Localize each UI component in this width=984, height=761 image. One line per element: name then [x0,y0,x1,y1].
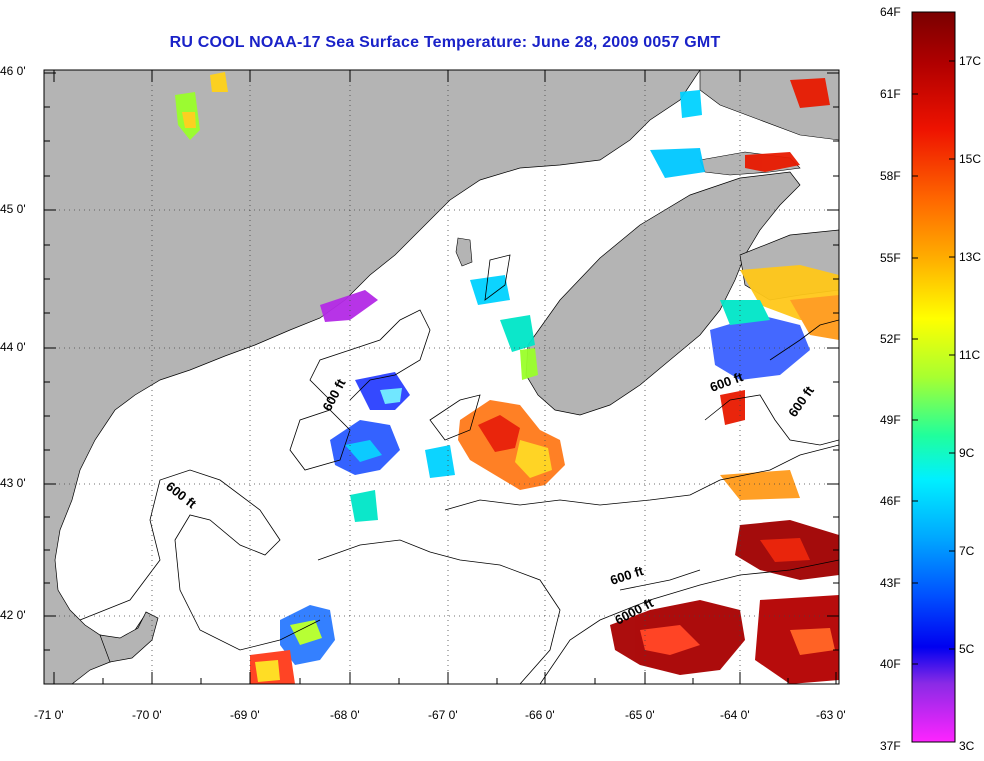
colorbar-f-label: 49F [880,413,901,427]
colorbar-c-label: 3C [959,739,975,753]
lat-label: 44 0' [0,340,26,354]
cape-cod [99,611,159,663]
colorbar-f-label: 52F [880,332,901,346]
colorbar-f-label: 43F [880,576,901,590]
colorbar-f-label: 55F [880,251,901,265]
lon-label: -64 0' [720,708,750,722]
lon-label: -69 0' [230,708,260,722]
colorbar-c-label: 9C [959,446,975,460]
colorbar-f-label: 64F [880,5,901,19]
grand-manan [455,237,473,267]
lon-label: -66 0' [525,708,555,722]
lon-label: -67 0' [428,708,458,722]
colorbar-c-label: 5C [959,642,975,656]
lon-label: -63 0' [816,708,846,722]
depth-contours [79,254,839,684]
lon-label: -70 0' [132,708,162,722]
lat-label: 46 0' [0,64,26,78]
colorbar-f-label: 46F [880,494,901,508]
colorbar-c-label: 17C [959,54,982,68]
axis-ticks [44,70,839,684]
lat-label: 43 0' [0,476,26,490]
colorbar-c-label: 11C [959,348,981,362]
lon-label: -71 0' [34,708,64,722]
lat-label: 42 0' [0,608,26,622]
map-frame [43,69,840,685]
colorbar-f-label: 58F [880,169,901,183]
colorbar-c-label: 7C [959,544,975,558]
colorbar-f-label: 61F [880,87,901,101]
map-title: RU COOL NOAA-17 Sea Surface Temperature:… [169,34,721,51]
colorbar-ticks [912,60,955,665]
colorbar-c-label: 15C [959,152,982,166]
colorbar-f-label: 40F [880,657,901,671]
lat-label: 45 0' [0,202,26,216]
colorbar [911,11,956,743]
lon-label: -68 0' [330,708,360,722]
lon-label: -65 0' [625,708,655,722]
colorbar-c-label: 13C [959,250,982,264]
colorbar-f-label: 37F [880,739,901,753]
